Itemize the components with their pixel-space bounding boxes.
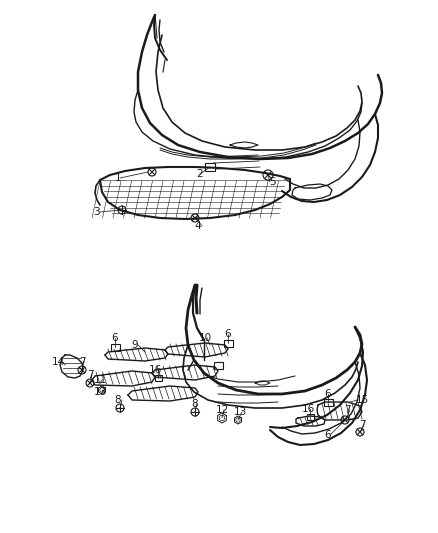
Text: 7: 7 (79, 357, 85, 367)
Text: 11: 11 (93, 375, 106, 385)
Bar (205, 163, 215, 171)
Text: 10: 10 (198, 333, 212, 343)
Text: 16: 16 (148, 365, 162, 375)
Text: 7: 7 (87, 370, 93, 380)
Bar (223, 340, 233, 346)
Text: 1: 1 (115, 173, 121, 183)
Text: 7: 7 (344, 405, 350, 415)
Text: 9: 9 (132, 340, 138, 350)
Text: 5: 5 (268, 177, 276, 187)
Text: 7: 7 (359, 420, 365, 430)
Text: 13: 13 (93, 387, 106, 397)
Text: 6: 6 (325, 389, 331, 399)
Text: 4: 4 (194, 221, 201, 231)
Bar (155, 375, 162, 381)
Text: 3: 3 (93, 207, 99, 217)
Text: 6: 6 (225, 329, 231, 339)
Text: 16: 16 (301, 404, 314, 414)
Bar (307, 414, 314, 420)
Text: 6: 6 (112, 333, 118, 343)
Text: 8: 8 (192, 399, 198, 409)
Text: 14: 14 (51, 357, 65, 367)
Text: 8: 8 (115, 395, 121, 405)
Text: 15: 15 (355, 395, 369, 405)
Bar (324, 399, 332, 406)
Text: 2: 2 (197, 169, 203, 179)
Text: 13: 13 (233, 407, 247, 417)
Text: 6: 6 (325, 430, 331, 440)
Bar (213, 361, 223, 368)
Bar (110, 343, 120, 351)
Text: 12: 12 (215, 405, 229, 415)
